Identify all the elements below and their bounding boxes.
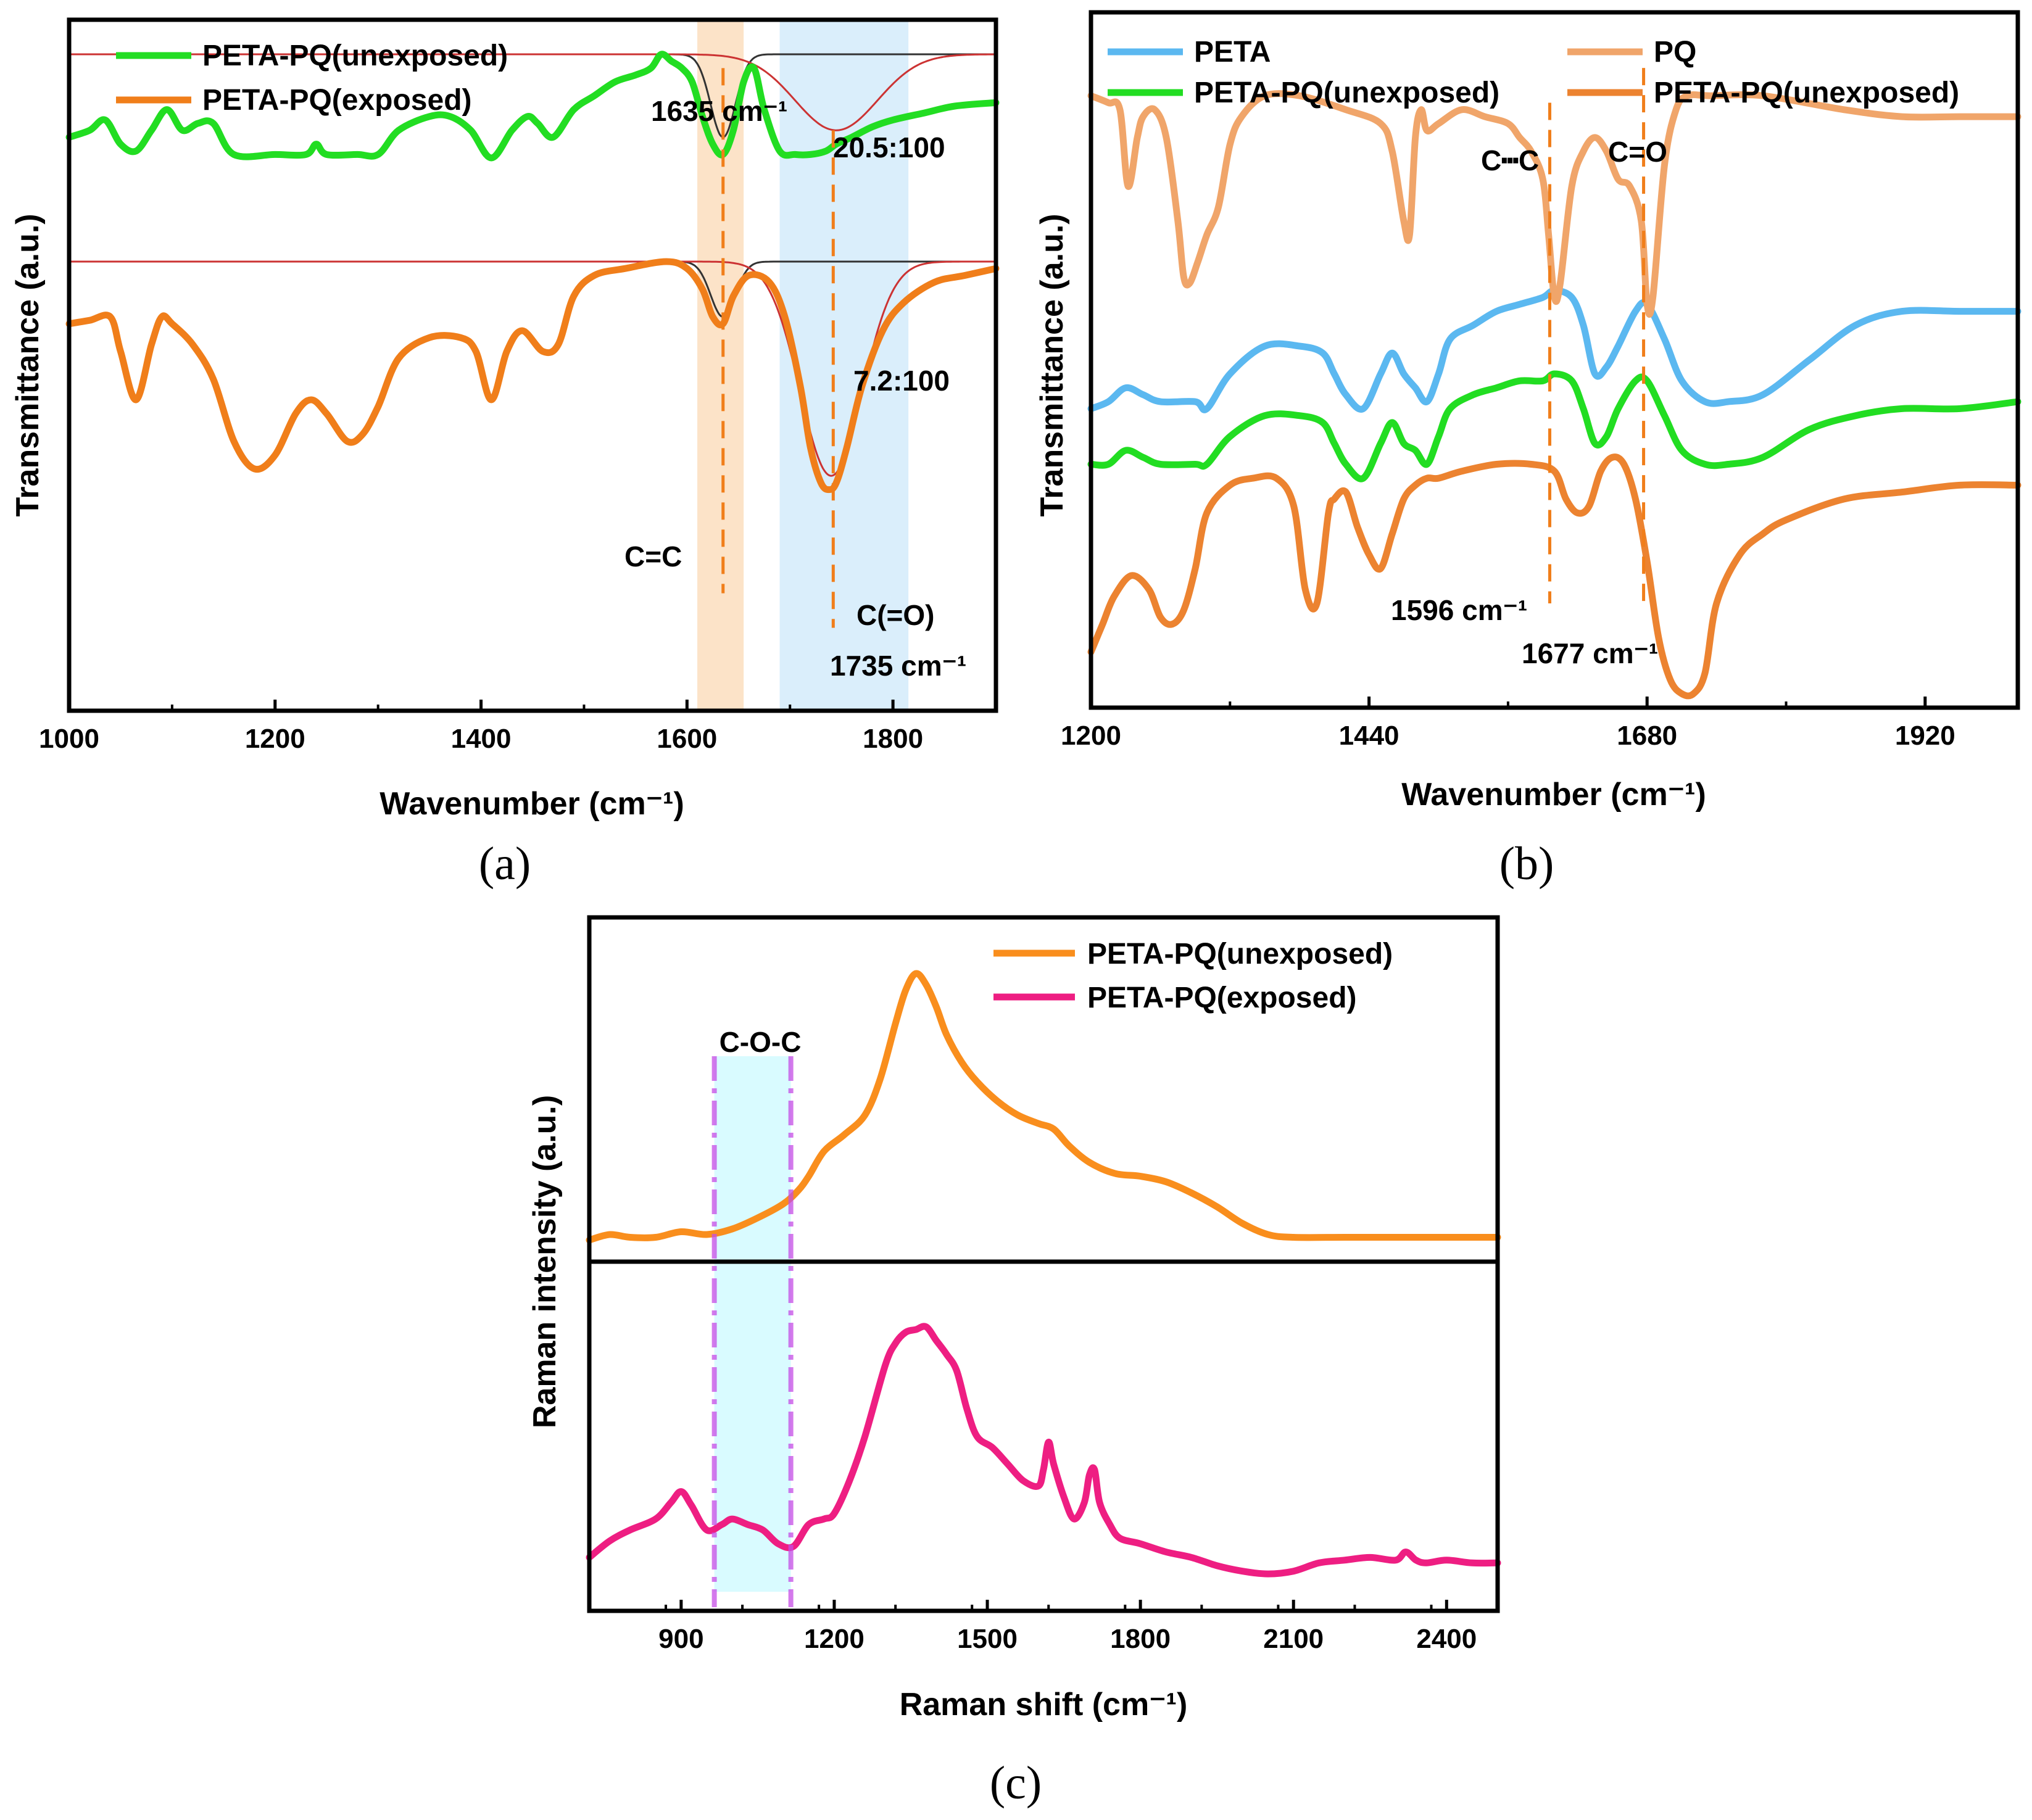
x-tick-label-1200: 1200 bbox=[804, 1624, 865, 1654]
x-tick-label-1000: 1000 bbox=[39, 724, 99, 754]
x-axis-title: Wavenumber (cm⁻¹) bbox=[1401, 777, 1706, 813]
legend-label-peta: PETA bbox=[1194, 36, 1271, 68]
fit-curve-1 bbox=[68, 53, 996, 131]
plot-frame bbox=[1089, 10, 2020, 710]
annotation-ratio-unexposed: 20.5:100 bbox=[833, 131, 945, 163]
panel-c: 900 1200 1500 1800 2100 2400 PETA-PQ(unexpose… bbox=[527, 915, 1501, 1809]
y-axis-title: Raman intensity (a.u.) bbox=[527, 1095, 563, 1428]
series-line-peta-pq-exposed bbox=[586, 1323, 1501, 1578]
x-ticks: 1000 1200 1400 1600 1800 bbox=[39, 700, 997, 754]
series-line-pq-1 bbox=[1087, 90, 2022, 318]
annotation-c-o: C=O bbox=[1608, 136, 1667, 168]
legend-label-unexposed: PETA-PQ(unexposed) bbox=[1087, 938, 1393, 970]
y-axis-title: Transmittance (a.u.) bbox=[10, 213, 46, 516]
annotation-1596: 1596 cm⁻¹ bbox=[1391, 594, 1527, 626]
legend-label-unexposed-2: PETA-PQ(unexposed) bbox=[1654, 77, 1959, 109]
panel-label-a: (a) bbox=[479, 838, 531, 890]
annotation-c-o-c: C-O-C bbox=[719, 1026, 802, 1058]
annotation-c-o: C(=O) bbox=[856, 599, 935, 631]
panel-label-c: (c) bbox=[990, 1757, 1042, 1809]
x-tick-label-1800: 1800 bbox=[1110, 1624, 1171, 1654]
x-tick-label-1920: 1920 bbox=[1895, 721, 1955, 751]
x-tick-label-900: 900 bbox=[658, 1624, 703, 1654]
x-tick-label-1680: 1680 bbox=[1617, 721, 1677, 751]
annotation-c-c: C┅C bbox=[1481, 144, 1539, 176]
shaded-band-0 bbox=[714, 1056, 791, 1592]
legend-label-unexposed: PETA-PQ(unexposed) bbox=[202, 39, 508, 72]
series-line-peta-pq-exposed-1 bbox=[65, 258, 1000, 494]
peak-markers bbox=[721, 68, 835, 628]
legend-label-pq: PQ bbox=[1654, 36, 1696, 68]
series-lines bbox=[1087, 90, 2022, 700]
y-axis-title: Transmittance (a.u.) bbox=[1034, 213, 1070, 516]
x-tick-label-2400: 2400 bbox=[1416, 1624, 1477, 1654]
legend-label-unexposed: PETA-PQ(unexposed) bbox=[1194, 77, 1499, 109]
shaded-band-1 bbox=[779, 20, 909, 711]
x-ticks: 1200 1440 1680 1920 bbox=[1061, 697, 1955, 751]
annotation-1635: 1635 cm⁻¹ bbox=[651, 95, 787, 127]
panel-a: 1000 1200 1400 1600 1800 PETA-PQ(unexposed) … bbox=[10, 17, 1000, 890]
panel-label-b: (b) bbox=[1499, 838, 1554, 890]
series-line-peta-pq-unexposed-3 bbox=[1087, 453, 2022, 700]
annotation-ratio-exposed: 7.2:100 bbox=[853, 365, 950, 397]
panel-b: 1200 1440 1680 1920 PETA PQ PETA-PQ(unexpos… bbox=[1034, 10, 2022, 890]
plot-frame bbox=[67, 17, 998, 713]
x-tick-label-1200: 1200 bbox=[1061, 721, 1121, 751]
legend-label-exposed: PETA-PQ(exposed) bbox=[202, 84, 472, 117]
series-line-peta-pq-unexposed-0 bbox=[65, 51, 1000, 162]
x-tick-label-1800: 1800 bbox=[863, 724, 923, 754]
x-tick-label-1200: 1200 bbox=[245, 724, 305, 754]
series-line-peta-0 bbox=[1087, 287, 2022, 413]
x-tick-label-1500: 1500 bbox=[957, 1624, 1018, 1654]
annotation-1735: 1735 cm⁻¹ bbox=[830, 650, 966, 682]
series-lines bbox=[586, 970, 1501, 1578]
annotation-1677: 1677 cm⁻¹ bbox=[1522, 637, 1658, 669]
x-tick-label-1400: 1400 bbox=[451, 724, 512, 754]
x-tick-label-2100: 2100 bbox=[1263, 1624, 1324, 1654]
x-ticks: 900 1200 1500 1800 2100 2400 bbox=[588, 1600, 1477, 1654]
annotation-c-c: C=C bbox=[624, 540, 682, 573]
x-tick-label-1440: 1440 bbox=[1339, 721, 1400, 751]
series-line-peta-pq-unexposed bbox=[586, 970, 1501, 1244]
highlight-bands bbox=[714, 1056, 791, 1592]
peak-markers bbox=[1548, 68, 1646, 603]
plot-frame bbox=[587, 915, 1500, 1613]
x-tick-label-1600: 1600 bbox=[657, 724, 717, 754]
peak-markers bbox=[711, 1056, 794, 1607]
x-axis-title: Wavenumber (cm⁻¹) bbox=[379, 786, 684, 822]
x-axis-title: Raman shift (cm⁻¹) bbox=[900, 1687, 1188, 1723]
series-line-peta-pq-unexposed-2 bbox=[1087, 370, 2022, 482]
series-lines bbox=[65, 51, 1000, 494]
legend-label-exposed: PETA-PQ(exposed) bbox=[1087, 982, 1357, 1014]
